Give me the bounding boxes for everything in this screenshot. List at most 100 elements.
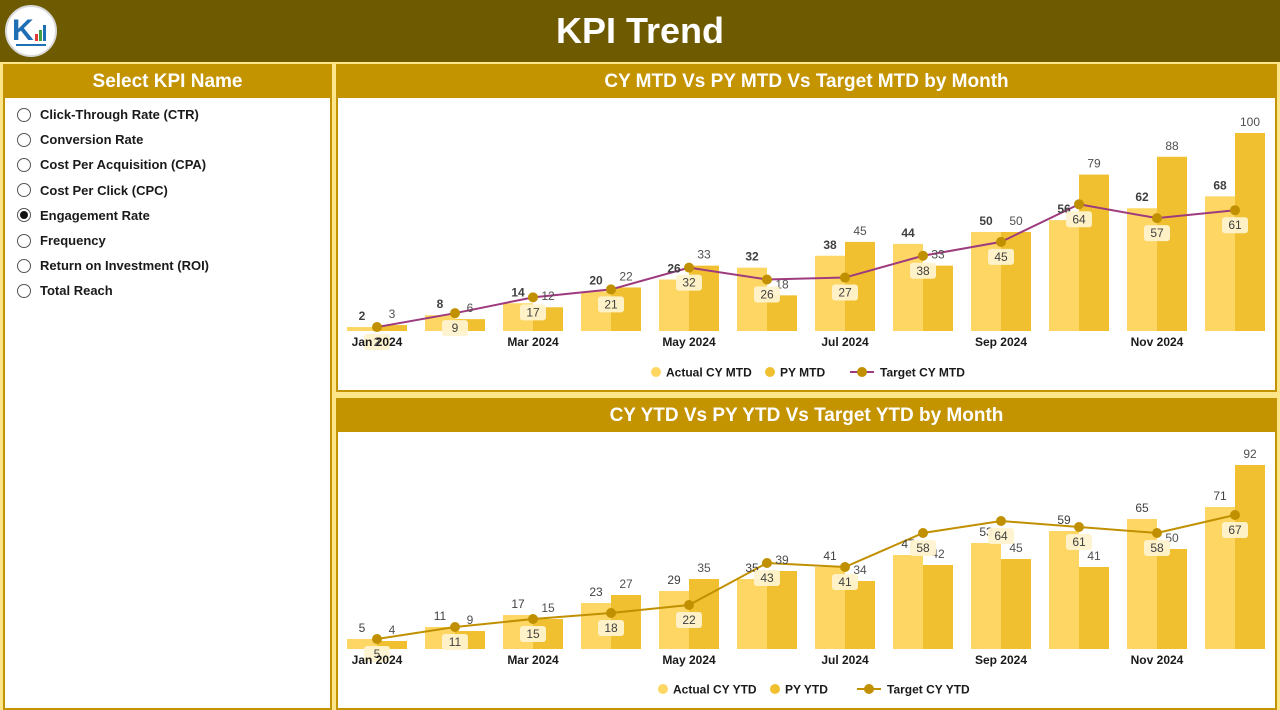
legend-label: Target CY YTD (887, 683, 970, 697)
radio-empty-icon[interactable] (17, 157, 31, 172)
legend-label: PY YTD (785, 683, 828, 697)
kpi-option[interactable]: Frequency (17, 228, 330, 253)
target-data-label: 61 (1228, 218, 1242, 232)
target-label-box (832, 574, 858, 590)
radio-empty-icon[interactable] (17, 107, 31, 122)
py-bar (1079, 567, 1109, 649)
target-label-box (442, 634, 468, 650)
target-marker (918, 250, 928, 261)
target-data-label: 26 (760, 288, 774, 302)
radio-empty-icon[interactable] (17, 233, 31, 248)
target-marker (840, 562, 850, 572)
py-data-label: 39 (775, 553, 789, 567)
py-data-label: 12 (541, 289, 555, 303)
target-data-label: 18 (604, 621, 618, 635)
kpi-option-label: Conversion Rate (40, 132, 144, 148)
target-marker (372, 634, 382, 644)
target-data-label: 27 (838, 286, 852, 300)
kpi-slicer-panel: Select KPI Name Click-Through Rate (CTR)… (3, 64, 332, 710)
legend-marker-icon (864, 684, 874, 694)
legend-label: PY MTD (780, 366, 825, 380)
py-bar (923, 565, 953, 649)
target-data-label: 58 (916, 541, 930, 555)
x-tick-label: Mar 2024 (507, 653, 559, 667)
radio-empty-icon[interactable] (17, 283, 31, 298)
target-marker (450, 622, 460, 632)
radio-empty-icon[interactable] (17, 183, 31, 198)
x-tick-label: Jan 2024 (352, 653, 403, 667)
py-data-label: 88 (1165, 139, 1179, 153)
actual-data-label: 17 (511, 597, 525, 611)
actual-data-label: 62 (1135, 190, 1149, 204)
target-label-box (910, 540, 936, 556)
kpi-option[interactable]: Return on Investment (ROI) (17, 253, 330, 278)
target-label-box (598, 620, 624, 636)
kpi-option[interactable]: Engagement Rate (17, 203, 330, 228)
target-label-box (1144, 225, 1170, 242)
legend-dot-icon (770, 684, 780, 694)
target-marker (684, 262, 694, 273)
kpi-option[interactable]: Cost Per Acquisition (CPA) (17, 152, 330, 177)
target-marker (1152, 528, 1162, 538)
radio-empty-icon[interactable] (17, 132, 31, 147)
svg-text:K: K (12, 14, 34, 47)
py-data-label: 79 (1087, 157, 1101, 171)
target-data-label: 22 (682, 613, 696, 627)
ytd-chart-title: CY YTD Vs PY YTD Vs Target YTD by Month (338, 400, 1275, 432)
actual-bar (1127, 519, 1157, 649)
ytd-chart-panel: CY YTD Vs PY YTD Vs Target YTD by Month … (336, 398, 1277, 710)
target-marker (372, 322, 382, 333)
target-marker (1074, 522, 1084, 532)
target-data-label: 43 (760, 571, 774, 585)
actual-data-label: 50 (979, 214, 993, 228)
header-bar: K KPI Trend (0, 0, 1280, 62)
radio-empty-icon[interactable] (17, 258, 31, 273)
x-tick-label: Sep 2024 (975, 335, 1027, 349)
target-marker (762, 274, 772, 285)
target-label-box (1066, 211, 1092, 228)
actual-data-label: 65 (1135, 501, 1149, 515)
actual-bar (1049, 531, 1079, 649)
actual-data-label: 11 (434, 609, 447, 623)
radio-selected-icon[interactable] (17, 208, 31, 223)
target-data-label: 11 (449, 635, 462, 649)
x-tick-label: May 2024 (662, 653, 716, 667)
target-line (376, 203, 1236, 329)
kpi-option-label: Frequency (40, 233, 106, 249)
target-label-box (754, 570, 780, 586)
py-data-label: 33 (931, 248, 945, 262)
py-bar (845, 581, 875, 649)
target-marker (840, 272, 850, 283)
py-data-label: 35 (697, 561, 711, 575)
x-tick-label: Jul 2024 (821, 653, 869, 667)
actual-data-label: 38 (823, 238, 837, 252)
py-bar (455, 319, 485, 331)
py-bar (1235, 465, 1265, 649)
chart-legend: Actual CY YTD PY YTD Target CY YTD (658, 683, 970, 697)
kpi-radio-list: Click-Through Rate (CTR) Conversion Rate C… (5, 98, 330, 304)
kpi-option[interactable]: Conversion Rate (17, 127, 330, 152)
actual-data-label: 14 (511, 285, 525, 299)
target-data-label: 61 (1072, 535, 1086, 549)
company-logo: K (5, 5, 57, 57)
kpi-option[interactable]: Cost Per Click (CPC) (17, 178, 330, 203)
kpi-option-label: Click-Through Rate (CTR) (40, 107, 199, 123)
py-bar (1001, 232, 1031, 331)
x-tick-label: Mar 2024 (507, 335, 559, 349)
kpi-option-label: Return on Investment (ROI) (40, 258, 210, 274)
legend-label: Actual CY MTD (666, 366, 752, 380)
target-label-box (1222, 522, 1248, 538)
py-data-label: 22 (619, 269, 633, 283)
mtd-chart-panel: CY MTD Vs PY MTD Vs Target MTD by Month … (336, 64, 1277, 392)
target-data-label: 17 (526, 305, 540, 319)
target-marker (762, 558, 772, 568)
target-label-box (442, 320, 468, 337)
slicer-title: Select KPI Name (5, 66, 330, 98)
kpi-option[interactable]: Click-Through Rate (CTR) (17, 102, 330, 127)
actual-data-label: 32 (745, 250, 759, 264)
kpi-option-label: Cost Per Acquisition (CPA) (40, 157, 207, 173)
target-marker (918, 528, 928, 538)
py-data-label: 100 (1240, 115, 1260, 129)
kpi-option[interactable]: Total Reach (17, 278, 330, 303)
